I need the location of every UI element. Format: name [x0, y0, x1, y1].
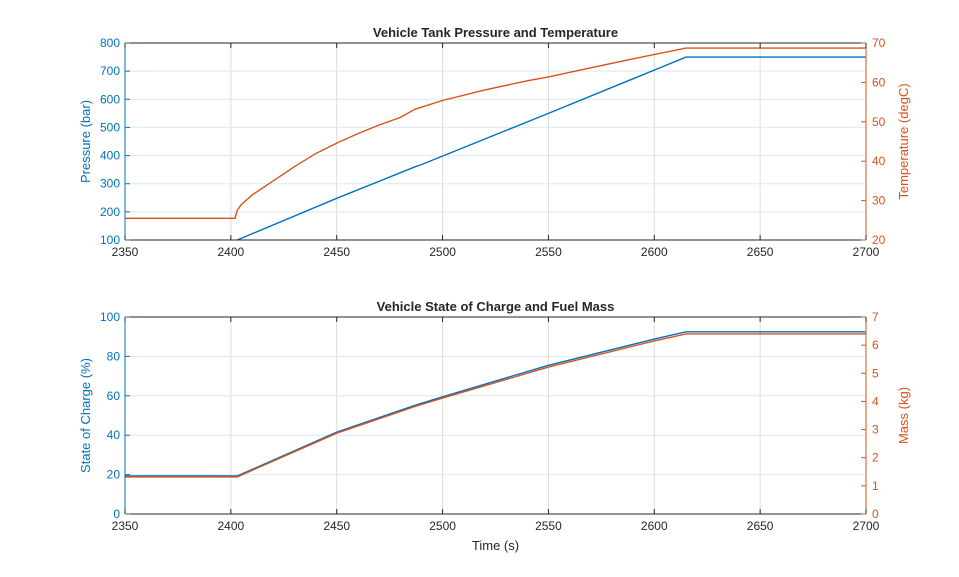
- left-y-axis-label: Pressure (bar): [78, 100, 93, 183]
- x-tick-label: 2600: [641, 519, 668, 533]
- chart-title: Vehicle Tank Pressure and Temperature: [373, 25, 618, 40]
- right-y-tick-label: 70: [872, 36, 886, 50]
- x-tick-label: 2400: [218, 245, 245, 259]
- x-tick-label: 2350: [112, 519, 139, 533]
- left-y-tick-label: 400: [100, 149, 120, 163]
- x-tick-label: 2700: [853, 519, 880, 533]
- fuel-mass-line: [125, 333, 866, 478]
- chart-title: Vehicle State of Charge and Fuel Mass: [377, 299, 615, 314]
- x-tick-label: 2350: [112, 245, 139, 259]
- temperature-line: [125, 47, 866, 220]
- right-y-tick-label: 40: [872, 154, 886, 168]
- x-tick-label: 2650: [747, 245, 774, 259]
- right-y-tick-label: 1: [872, 479, 879, 493]
- right-y-tick-label: 60: [872, 75, 886, 89]
- left-y-tick-label: 40: [107, 428, 121, 442]
- x-tick-label: 2500: [429, 245, 456, 259]
- right-y-tick-label: 6: [872, 338, 879, 352]
- left-y-tick-label: 300: [100, 177, 120, 191]
- left-y-tick-label: 20: [107, 468, 121, 482]
- left-y-tick-label: 100: [100, 233, 120, 247]
- left-y-tick-label: 80: [107, 349, 121, 363]
- right-y-tick-label: 7: [872, 310, 879, 324]
- left-y-tick-label: 700: [100, 64, 120, 78]
- right-y-tick-label: 4: [872, 394, 879, 408]
- x-axis-label: Time (s): [472, 538, 519, 553]
- left-y-tick-label: 60: [107, 389, 121, 403]
- right-y-tick-label: 50: [872, 115, 886, 129]
- left-y-tick-label: 500: [100, 120, 120, 134]
- right-y-tick-label: 3: [872, 423, 879, 437]
- x-tick-label: 2450: [323, 519, 350, 533]
- state-of-charge-line: [125, 331, 866, 477]
- right-y-axis-label: Temperature (degC): [896, 83, 911, 199]
- left-y-tick-label: 800: [100, 36, 120, 50]
- left-y-axis-label: State of Charge (%): [78, 358, 93, 473]
- x-tick-label: 2650: [747, 519, 774, 533]
- x-tick-label: 2700: [853, 245, 880, 259]
- x-tick-label: 2450: [323, 245, 350, 259]
- right-y-axis-label: Mass (kg): [896, 387, 911, 444]
- right-y-tick-label: 2: [872, 451, 879, 465]
- right-y-tick-label: 5: [872, 366, 879, 380]
- left-y-tick-label: 600: [100, 92, 120, 106]
- x-tick-label: 2550: [535, 245, 562, 259]
- right-y-tick-label: 0: [872, 507, 879, 521]
- left-y-tick-label: 200: [100, 205, 120, 219]
- x-tick-label: 2600: [641, 245, 668, 259]
- soc-fuel-mass-plot: 2350 2400 2450 2500 2550 2600 2650 270002040608…: [78, 299, 911, 553]
- x-tick-label: 2550: [535, 519, 562, 533]
- left-y-tick-label: 0: [113, 507, 120, 521]
- x-tick-label: 2500: [429, 519, 456, 533]
- tank-pressure-temperature-plot: 2350 2400 2450 2500 2550 2600 2650 2700 100 200 30…: [78, 25, 911, 259]
- left-y-tick-label: 100: [100, 310, 120, 324]
- x-tick-label: 2400: [218, 519, 245, 533]
- right-y-tick-label: 20: [872, 233, 886, 247]
- right-y-tick-label: 30: [872, 194, 886, 208]
- pressure-line: [236, 56, 866, 241]
